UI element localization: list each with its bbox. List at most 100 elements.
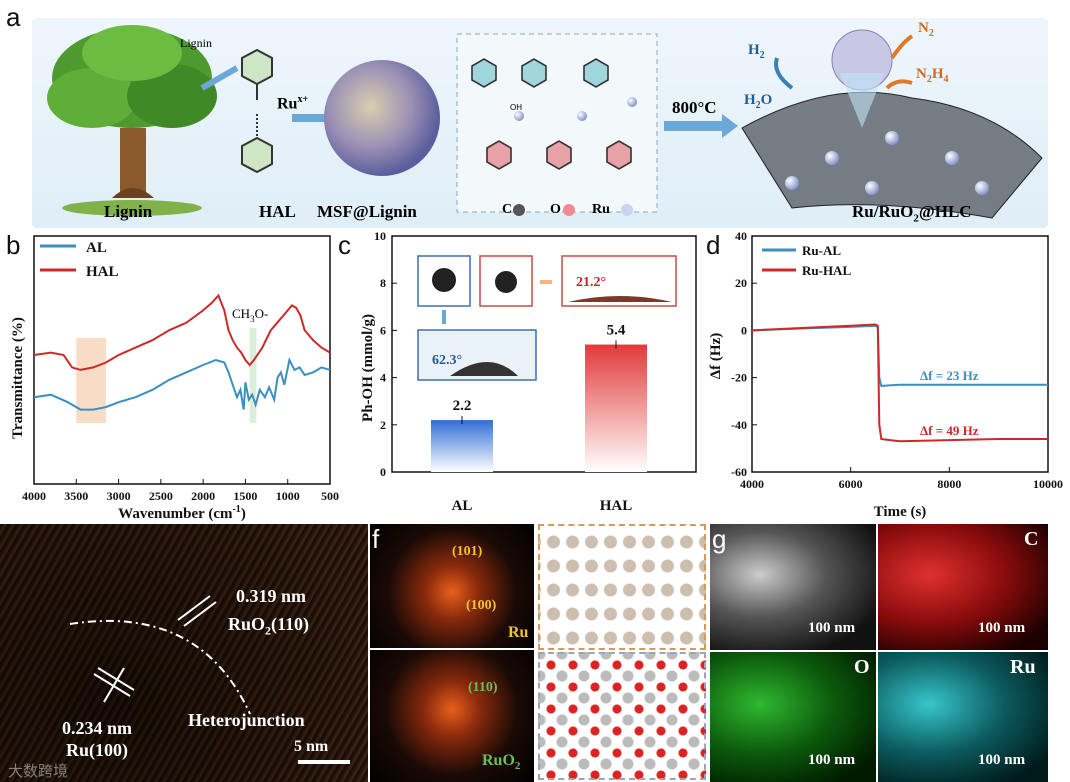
x-tick-label: 8000 [937,477,961,491]
panel-label-a: a [6,2,21,32]
x-tick-label: 2500 [149,489,173,503]
legend-c: C [502,202,513,217]
qcm-chart: Δf (Hz) 4000 6000 8000 1000040200-20-40-60 … [708,229,1063,520]
x-tick-label: 4000 [740,477,764,491]
legend-o: O [550,202,561,217]
category-hal: HAL [600,498,633,514]
lattice-spacing-2: 0.234 nm [62,718,133,738]
x-tick-label: 3000 [107,489,131,503]
h2o-label: H2O [744,92,773,111]
x-tick-label: 2000 [191,489,215,503]
x-tick-label: 1000 [276,489,300,503]
ftir-chart: Transmittance (%) 4000 3500 3000 2500 2000 15… [10,235,339,522]
y-tick-label: 0 [741,323,747,337]
category-al: AL [452,498,473,514]
hrtem-image: 0.319 nm RuO2(110) 0.234 nm Ru(100) Hete… [0,524,368,782]
ruo2-crystal-model [538,652,706,780]
metal-lignin-molecules-icon [471,58,632,170]
n2-label: N2 [918,20,934,39]
panel-label-b: b [6,230,21,260]
hal-molecule-icon [241,48,273,174]
eds-map-o: O 100 nm [710,652,876,782]
product-label: Ru/RuO2@HLC [852,202,972,225]
legend-label-ru-al: Ru-AL [802,243,841,258]
hal-label: HAL [259,202,296,221]
series-line-ru-al [751,324,1048,387]
y-tick-label: 6 [380,323,386,337]
oxygen-legend-dot [563,204,575,216]
series-line-hal [33,293,331,371]
haadf-image: g 100 nm [710,524,876,650]
y-tick-label: 8 [380,276,386,290]
eds-map-c: C 100 nm [878,524,1048,650]
y-tick-label: 2 [380,418,386,432]
msf-label: MSF@Lignin [317,202,417,221]
legend-label-ru-hal: Ru-HAL [802,263,851,278]
chart-b-xlabel: Wavenumber (cm-1) [118,504,246,522]
scale-bar-e [298,760,350,764]
scale-label-g2: 100 nm [978,620,1026,636]
legend-ru: Ru [592,202,610,217]
msf-sphere-icon [324,60,440,176]
fft-phase-ru: Ru [508,624,529,641]
fft-ru: f (101) (100) Ru [370,524,534,648]
x-tick-label: 1500 [233,489,257,503]
h2-arrow-icon [774,57,794,90]
contact-angle-hal: 21.2° [576,275,606,290]
lattice-plane-2: Ru(100) [66,740,128,760]
chart-d-ylabel: Δf (Hz) [708,333,724,379]
panel-label-g: g [712,524,727,554]
annotation-ch3o: CH3O- [232,306,268,324]
annotation-ru-al: Δf = 23 Hz [920,368,979,383]
watermark: 大数跨境 [8,762,69,780]
fft-spot-110: (110) [468,680,498,695]
y-tick-label: 20 [735,276,747,290]
y-tick-label: -60 [731,465,747,479]
x-tick-label: 500 [321,489,339,503]
lattice-spacing-1: 0.319 nm [236,586,307,606]
chart-c-ylabel: Ph-OH (mmol/g) [360,314,376,422]
y-tick-label: -20 [731,371,747,385]
bar-value-hal: 5.4 [607,323,626,339]
y-tick-label: 10 [374,229,386,243]
bar-value-al: 2.2 [453,398,472,414]
series-line-ru-hal [751,323,1048,443]
fft-spot-101: (101) [452,544,483,559]
x-tick-label: 4000 [22,489,46,503]
ru-ion-label: Rux+ [277,94,309,113]
x-tick-label: 6000 [839,477,863,491]
scale-label-g4: 100 nm [978,752,1026,768]
scale-label-g3: 100 nm [808,752,856,768]
bar-hal [585,344,647,472]
n2-arrow-icon [890,34,914,60]
panel-label-c: c [338,230,351,260]
eds-label-c: C [1024,528,1039,550]
fft-ruo2: (110) RuO2 [370,650,534,782]
lignin-tree-icon [47,25,217,216]
carbon-legend-dot [513,204,525,216]
lignin-small-label: Lignin [180,36,212,50]
chart-c-frame [391,235,697,473]
contact-angle-al: 62.3° [432,353,462,368]
lattice-plane-1: RuO2(110) [228,614,310,638]
temperature-label: 800°C [672,98,717,117]
structure-inset [456,33,658,213]
n2h4-label: N2H4 [916,66,949,85]
n2h4-arrow-icon [885,79,913,90]
panel-a: Lignin HAL MSF@Lignin Ru/RuO2@HLC Lignin… [32,18,1048,228]
legend-label-al: AL [86,240,107,256]
phenolic-oh-chart: Ph-OH (mmol/g) 0 2 4 6 8 10 2.2 5.4 AL HAL 62… [360,229,697,514]
ru-crystal-model [538,524,706,650]
eds-label-ru: Ru [1010,656,1036,678]
panel-label-f: f [372,524,380,554]
fft-spot-100: (100) [466,598,497,613]
eds-label-o: O [854,656,870,678]
chart-d-xlabel: Time (s) [874,504,927,520]
oh-label: OH [510,103,522,112]
eds-map-ru: Ru 100 nm [878,652,1048,782]
panel-label-d: d [706,230,721,260]
ch3o-band-highlight [249,328,257,423]
scale-label-g1: 100 nm [808,620,856,636]
bar-al [431,420,493,472]
series-line-al [33,357,331,411]
